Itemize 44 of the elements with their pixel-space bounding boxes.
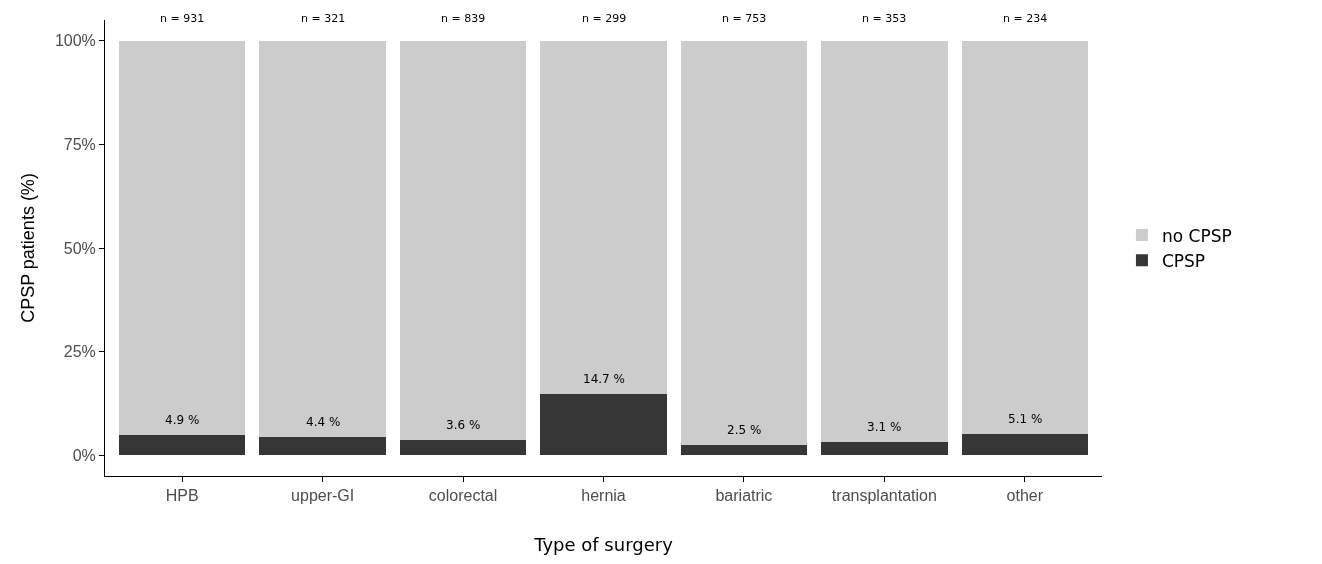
data-label: 3.1 % [867,420,902,434]
data-label: 4.4 % [306,415,341,429]
x-tick-label: other [1006,487,1044,505]
x-tick-label: hernia [581,487,626,505]
x-tick-label: HPB [165,487,199,505]
y-tick-label: 25% [63,343,96,361]
bar [399,440,527,456]
bar [399,40,527,441]
x-tick-label: colorectal [428,487,498,505]
bar [680,444,808,456]
annotation: n = 753 [722,12,767,25]
bar [961,434,1088,456]
bar [821,40,948,443]
bar [540,40,667,395]
y-tick-label: 50% [63,239,96,257]
annotation: n = 321 [301,12,346,25]
bar [680,40,808,445]
x-tick-label: transplantation [831,487,937,505]
x-tick-label: bariatric [715,487,773,505]
data-label: 5.1 % [1008,412,1043,426]
data-label: 14.7 % [583,372,625,386]
legend-label: no CPSP [1161,225,1232,246]
x-axis-title: Type of surgery [533,534,674,556]
annotation: n = 353 [862,12,907,25]
data-label: 3.6 % [446,418,481,432]
y-tick-label: 75% [63,135,96,153]
annotation: n = 839 [441,12,486,25]
bar [259,437,386,456]
y-tick-label: 100% [54,32,96,50]
bar [119,434,246,456]
bar [259,40,386,438]
data-label: 2.5 % [727,423,762,437]
annotation: n = 234 [1003,12,1048,25]
legend-label: CPSP [1161,250,1206,271]
data-label: 4.9 % [165,413,200,427]
bar [821,442,948,456]
bar [119,40,246,435]
bar [961,40,1088,435]
annotation: n = 299 [582,12,627,25]
y-axis-title: CPSP patients (%) [18,173,39,323]
y-tick-label: 0% [72,446,96,464]
x-tick-label: upper-GI [291,487,355,505]
bar [540,394,667,456]
annotation: n = 931 [160,12,205,25]
